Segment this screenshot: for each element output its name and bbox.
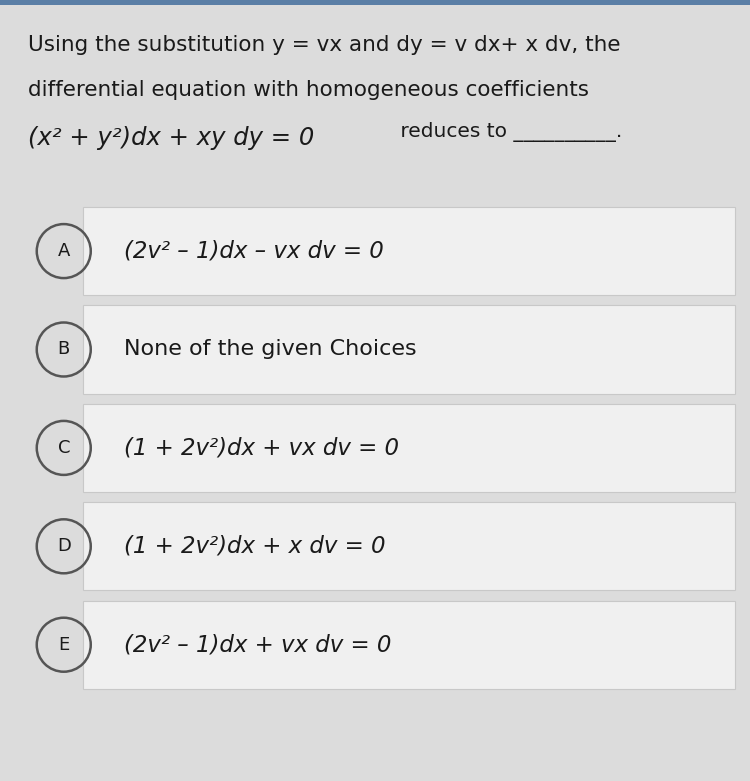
Text: D: D [57,537,70,555]
Text: Using the substitution y = vx and dy = v dx+ x dv, the: Using the substitution y = vx and dy = v… [28,35,621,55]
FancyBboxPatch shape [82,502,735,590]
Text: B: B [58,341,70,358]
Text: (2v² – 1)dx + vx dv = 0: (2v² – 1)dx + vx dv = 0 [124,633,392,656]
FancyBboxPatch shape [0,0,750,5]
Text: reduces to __________.: reduces to __________. [394,122,622,142]
Text: None of the given Choices: None of the given Choices [124,340,416,359]
Text: (1 + 2v²)dx + x dv = 0: (1 + 2v²)dx + x dv = 0 [124,535,386,558]
FancyBboxPatch shape [82,601,735,689]
Text: differential equation with homogeneous coefficients: differential equation with homogeneous c… [28,80,590,101]
Text: A: A [58,242,70,260]
Text: (1 + 2v²)dx + vx dv = 0: (1 + 2v²)dx + vx dv = 0 [124,437,399,459]
Text: E: E [58,636,69,654]
Text: (2v² – 1)dx – vx dv = 0: (2v² – 1)dx – vx dv = 0 [124,240,383,262]
Text: C: C [58,439,70,457]
FancyBboxPatch shape [82,305,735,394]
FancyBboxPatch shape [82,207,735,295]
FancyBboxPatch shape [82,404,735,492]
Text: (x² + y²)dx + xy dy = 0: (x² + y²)dx + xy dy = 0 [28,126,315,150]
